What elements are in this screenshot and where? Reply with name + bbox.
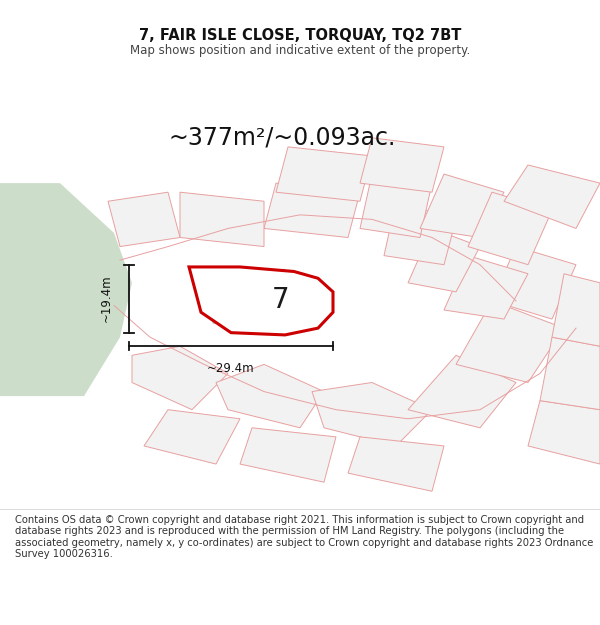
Polygon shape <box>276 147 372 201</box>
Polygon shape <box>348 437 444 491</box>
Polygon shape <box>0 183 132 396</box>
Polygon shape <box>540 338 600 410</box>
Polygon shape <box>144 410 240 464</box>
Polygon shape <box>408 228 480 292</box>
Polygon shape <box>189 267 333 335</box>
Polygon shape <box>216 364 324 428</box>
Text: Contains OS data © Crown copyright and database right 2021. This information is : Contains OS data © Crown copyright and d… <box>15 515 593 559</box>
Polygon shape <box>444 256 528 319</box>
Polygon shape <box>408 355 516 428</box>
Polygon shape <box>204 269 294 324</box>
Polygon shape <box>240 428 336 483</box>
Polygon shape <box>264 183 360 238</box>
Polygon shape <box>360 138 444 192</box>
Polygon shape <box>468 192 552 265</box>
Polygon shape <box>456 301 564 382</box>
Polygon shape <box>180 192 264 246</box>
Text: Map shows position and indicative extent of the property.: Map shows position and indicative extent… <box>130 44 470 57</box>
Polygon shape <box>132 346 228 410</box>
Polygon shape <box>312 382 432 446</box>
Polygon shape <box>384 201 456 265</box>
Polygon shape <box>504 165 600 228</box>
Polygon shape <box>360 174 432 238</box>
Polygon shape <box>420 174 504 238</box>
Text: ~19.4m: ~19.4m <box>100 275 113 322</box>
Text: 7: 7 <box>271 286 289 314</box>
Polygon shape <box>108 192 180 246</box>
Text: ~377m²/~0.093ac.: ~377m²/~0.093ac. <box>168 126 395 150</box>
Text: ~29.4m: ~29.4m <box>207 361 255 374</box>
Polygon shape <box>528 401 600 464</box>
Polygon shape <box>492 246 576 319</box>
Text: 7, FAIR ISLE CLOSE, TORQUAY, TQ2 7BT: 7, FAIR ISLE CLOSE, TORQUAY, TQ2 7BT <box>139 28 461 43</box>
Polygon shape <box>552 274 600 346</box>
